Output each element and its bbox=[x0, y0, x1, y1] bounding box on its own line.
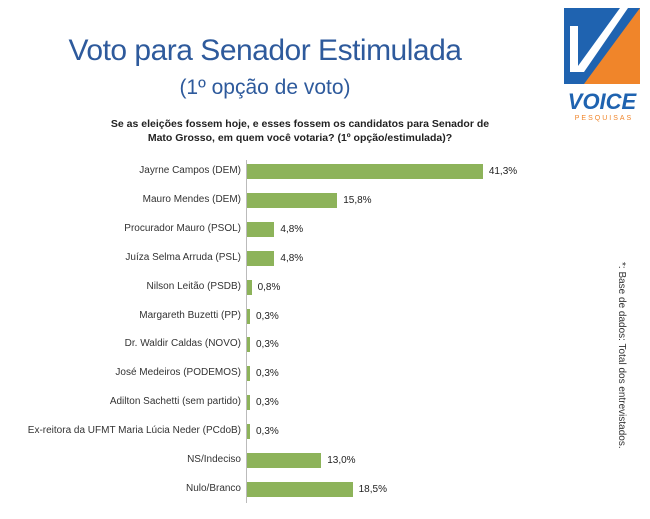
bar bbox=[247, 308, 250, 324]
bar bbox=[247, 250, 275, 266]
category-label: Procurador Mauro (PSOL) bbox=[124, 222, 241, 234]
bar bbox=[247, 279, 252, 295]
data-label: 0,3% bbox=[256, 339, 279, 351]
data-label: 0,3% bbox=[256, 310, 279, 322]
category-label: Ex-reitora da UFMT Maria Lúcia Neder (PC… bbox=[27, 425, 241, 437]
data-label: 4,8% bbox=[280, 223, 304, 235]
voice-logo: VOICE PESQUISAS bbox=[564, 8, 640, 122]
svg-text:PESQUISAS: PESQUISAS bbox=[575, 115, 633, 122]
category-axis bbox=[246, 160, 247, 503]
data-label: 13,0% bbox=[327, 455, 356, 466]
bar bbox=[247, 192, 338, 208]
category-label: Nulo/Branco bbox=[185, 482, 241, 494]
bar bbox=[247, 164, 483, 179]
bar bbox=[247, 366, 250, 382]
category-label: Jayrne Campos (DEM) bbox=[139, 165, 241, 176]
category-label: Dr. Waldir Caldas (NOVO) bbox=[124, 338, 241, 350]
data-label: 15,8% bbox=[343, 194, 372, 206]
chart-title: Voto para Senador Estimulada bbox=[68, 34, 462, 67]
category-label: José Medeiros (PODEMOS) bbox=[115, 367, 241, 379]
category-label: Margareth Buzetti (PP) bbox=[139, 309, 241, 321]
data-label: 41,3% bbox=[488, 166, 518, 177]
bar bbox=[247, 395, 250, 411]
footnote: *: Base de dados: Total dos entrevistado… bbox=[616, 262, 627, 449]
category-label: Mauro Mendes (DEM) bbox=[142, 193, 241, 205]
bar bbox=[247, 337, 250, 353]
category-label: Juíza Selma Arruda (PSL) bbox=[125, 251, 241, 263]
category-label: Nilson Leitão (PSDB) bbox=[146, 280, 241, 292]
data-label: 18,5% bbox=[358, 483, 387, 495]
survey-question: Se as eleições fossem hoje, e esses foss… bbox=[110, 118, 490, 144]
category-label: NS/Indeciso bbox=[187, 454, 241, 465]
data-label: 0,8% bbox=[257, 281, 281, 293]
category-label: Adilton Sachetti (sem partido) bbox=[109, 396, 241, 408]
bar bbox=[247, 453, 322, 468]
data-label: 0,3% bbox=[256, 368, 279, 380]
svg-text:VOICE: VOICE bbox=[568, 89, 638, 114]
bar bbox=[247, 424, 250, 440]
chart-subtitle: (1º opção de voto) bbox=[179, 76, 351, 99]
bar bbox=[247, 221, 275, 237]
data-label: 4,8% bbox=[280, 252, 304, 264]
bar bbox=[247, 481, 353, 497]
data-label: 0,3% bbox=[256, 426, 279, 438]
data-label: 0,3% bbox=[256, 397, 279, 409]
